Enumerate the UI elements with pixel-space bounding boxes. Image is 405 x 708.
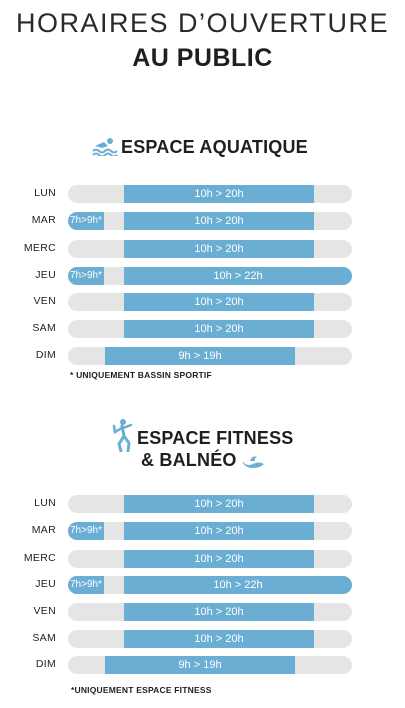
hours-bar: 10h > 22h [124,576,352,594]
day-label: DIM [35,349,56,361]
hours-bar: 9h > 19h [105,656,295,674]
section-heading-fitness-line1: ESPACE FITNESS [137,428,294,448]
early-hours-bar: 7h>9h* [68,576,104,594]
day-label: MAR [31,524,56,536]
hours-bar: 10h > 20h [124,603,314,621]
early-hours-bar: 7h>9h* [68,267,104,285]
hours-bar: 10h > 20h [124,185,314,203]
hours-bar: 10h > 20h [124,320,314,338]
day-label: VEN [33,605,56,617]
section-heading-aquatique: ESPACE AQUATIQUE [121,137,308,157]
schedule-row-sam: SAM 10h > 20h [0,630,405,648]
page-title-line2: AU PUBLIC [132,44,273,72]
schedule-row-ven: VEN 10h > 20h [0,293,405,311]
hours-bar: 10h > 20h [124,495,314,513]
footnote-aquatique: * UNIQUEMENT BASSIN SPORTIF [70,370,212,380]
hours-bar: 10h > 20h [124,212,314,230]
day-label: LUN [34,497,56,509]
swimmer-icon [92,136,118,161]
schedule-row-lun: LUN 10h > 20h [0,495,405,513]
hours-bar: 10h > 20h [124,522,314,540]
day-label: SAM [32,322,56,334]
schedule-row-jeu: JEU 7h>9h* 10h > 22h [0,267,405,285]
page-title-line1: HORAIRES D’OUVERTURE [15,8,390,38]
schedule-row-jeu: JEU 7h>9h* 10h > 22h [0,576,405,594]
hours-bar: 10h > 20h [124,630,314,648]
hours-bar: 10h > 20h [124,240,314,258]
early-hours-bar: 7h>9h* [68,212,104,230]
schedule-row-dim: DIM 9h > 19h [0,656,405,674]
day-label: VEN [33,295,56,307]
hours-bar: 10h > 22h [124,267,352,285]
wave-icon [240,451,266,474]
schedule-row-ven: VEN 10h > 20h [0,603,405,621]
fitness-person-icon [111,418,133,457]
day-label: JEU [35,578,56,590]
section-heading-fitness-line2: & BALNÉO [141,450,237,470]
day-label: MERC [23,242,56,254]
hours-bar: 10h > 20h [124,293,314,311]
schedule-row-merc: MERC 10h > 20h [0,240,405,258]
day-label: MERC [23,552,56,564]
schedule-row-lun: LUN 10h > 20h [0,185,405,203]
day-label: DIM [35,658,56,670]
day-label: SAM [32,632,56,644]
schedule-row-sam: SAM 10h > 20h [0,320,405,338]
early-hours-bar: 7h>9h* [68,522,104,540]
hours-bar: 9h > 19h [105,347,295,365]
day-label: JEU [35,269,56,281]
schedule-row-mar: MAR 7h>9h* 10h > 20h [0,522,405,540]
schedule-row-mar: MAR 7h>9h* 10h > 20h [0,212,405,230]
footnote-fitness: *UNIQUEMENT ESPACE FITNESS [71,685,212,695]
schedule-row-dim: DIM 9h > 19h [0,347,405,365]
schedule-row-merc: MERC 10h > 20h [0,550,405,568]
day-label: MAR [31,214,56,226]
hours-bar: 10h > 20h [124,550,314,568]
day-label: LUN [34,187,56,199]
